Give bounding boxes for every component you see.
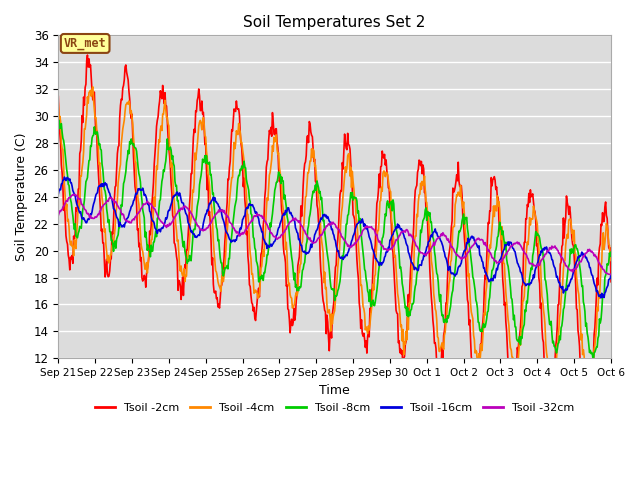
Tsoil -8cm: [327, 284, 335, 289]
Tsoil -16cm: [177, 193, 184, 199]
Tsoil -32cm: [54, 213, 62, 218]
Tsoil -4cm: [435, 348, 443, 354]
Tsoil -4cm: [607, 258, 615, 264]
Tsoil -8cm: [435, 292, 443, 298]
Tsoil -2cm: [607, 279, 615, 285]
Line: Tsoil -8cm: Tsoil -8cm: [58, 120, 611, 363]
Tsoil -4cm: [177, 268, 184, 274]
Tsoil -8cm: [589, 360, 597, 366]
Tsoil -32cm: [327, 221, 335, 227]
Tsoil -8cm: [55, 118, 63, 123]
Tsoil -16cm: [607, 272, 615, 277]
Tsoil -2cm: [435, 358, 443, 364]
Tsoil -32cm: [606, 272, 614, 277]
Tsoil -32cm: [557, 254, 565, 260]
Tsoil -32cm: [381, 246, 388, 252]
Line: Tsoil -4cm: Tsoil -4cm: [58, 87, 611, 393]
Tsoil -8cm: [557, 325, 565, 331]
Tsoil -2cm: [381, 152, 388, 157]
Tsoil -32cm: [200, 227, 208, 232]
Tsoil -32cm: [435, 235, 443, 240]
Tsoil -16cm: [557, 284, 565, 289]
Tsoil -4cm: [54, 101, 62, 107]
Tsoil -4cm: [89, 84, 97, 90]
Tsoil -4cm: [327, 328, 335, 334]
Line: Tsoil -32cm: Tsoil -32cm: [58, 194, 611, 275]
Tsoil -32cm: [177, 206, 184, 212]
Y-axis label: Soil Temperature (C): Soil Temperature (C): [15, 132, 28, 261]
Tsoil -4cm: [557, 296, 565, 302]
Tsoil -32cm: [70, 192, 78, 197]
Tsoil -16cm: [61, 174, 68, 180]
Line: Tsoil -2cm: Tsoil -2cm: [58, 55, 611, 424]
Tsoil -16cm: [200, 217, 208, 223]
Tsoil -4cm: [200, 121, 208, 127]
X-axis label: Time: Time: [319, 384, 350, 396]
Tsoil -8cm: [381, 219, 388, 225]
Tsoil -32cm: [607, 271, 615, 277]
Tsoil -4cm: [381, 168, 388, 174]
Tsoil -2cm: [54, 94, 62, 99]
Tsoil -8cm: [54, 119, 62, 124]
Tsoil -2cm: [200, 124, 208, 130]
Tsoil -4cm: [586, 390, 593, 396]
Line: Tsoil -16cm: Tsoil -16cm: [58, 177, 611, 298]
Title: Soil Temperatures Set 2: Soil Temperatures Set 2: [243, 15, 426, 30]
Tsoil -2cm: [557, 259, 565, 265]
Tsoil -16cm: [597, 295, 605, 301]
Tsoil -8cm: [200, 158, 208, 164]
Legend: Tsoil -2cm, Tsoil -4cm, Tsoil -8cm, Tsoil -16cm, Tsoil -32cm: Tsoil -2cm, Tsoil -4cm, Tsoil -8cm, Tsoi…: [91, 398, 579, 417]
Tsoil -16cm: [54, 192, 62, 197]
Tsoil -8cm: [607, 249, 615, 255]
Tsoil -16cm: [435, 234, 443, 240]
Tsoil -8cm: [177, 219, 184, 225]
Tsoil -16cm: [381, 254, 388, 260]
Tsoil -2cm: [327, 325, 335, 331]
Tsoil -2cm: [580, 421, 588, 427]
Tsoil -2cm: [84, 52, 92, 58]
Tsoil -2cm: [177, 283, 184, 288]
Text: VR_met: VR_met: [64, 37, 106, 50]
Tsoil -16cm: [327, 223, 335, 228]
